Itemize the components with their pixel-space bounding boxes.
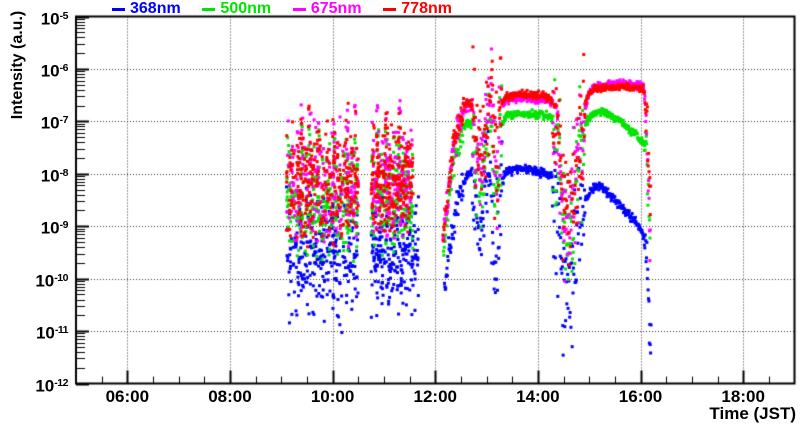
legend-marker-368nm <box>112 7 125 11</box>
x-tick-label-16:00: 16:00 <box>618 387 663 406</box>
x-tick-label-12:00: 12:00 <box>413 387 457 406</box>
legend-label-778nm: 778nm <box>401 0 452 17</box>
y-tick-label-1e-5: 10-5 <box>40 8 69 28</box>
y-tick-label-1e-7: 10-7 <box>40 113 69 133</box>
x-tick-label-14:00: 14:00 <box>516 387 560 406</box>
legend: 368nm 500nm 675nm 778nm <box>112 0 452 18</box>
legend-marker-500nm <box>202 7 216 11</box>
legend-item-675nm: 675nm <box>292 0 362 17</box>
y-tick-label-1e-8: 10-8 <box>40 166 69 186</box>
legend-label-368nm: 368nm <box>130 0 181 17</box>
legend-label-500nm: 500nm <box>220 0 272 17</box>
legend-marker-675nm <box>292 7 306 11</box>
x-axis-title: Time (JST) <box>709 404 796 423</box>
x-tick-label-10:00: 10:00 <box>310 387 355 406</box>
x-tick-label-06:00: 06:00 <box>105 387 150 406</box>
x-tick-label-08:00: 08:00 <box>208 387 252 406</box>
legend-item-500nm: 500nm <box>202 1 271 17</box>
y-tick-label-1e-12: 10-12 <box>35 375 68 395</box>
legend-item-368nm: 368nm <box>112 1 181 17</box>
x-tick-label-18:00: 18:00 <box>721 387 765 406</box>
y-tick-label-1e-6: 10-6 <box>40 61 69 81</box>
y-tick-label-1e-11: 10-11 <box>35 323 69 343</box>
legend-label-675nm: 675nm <box>310 0 362 17</box>
legend-item-778nm: 778nm <box>383 1 452 17</box>
y-tick-label-1e-10: 10-10 <box>35 270 68 290</box>
y-tick-label-1e-9: 10-9 <box>40 218 69 238</box>
legend-marker-778nm <box>383 7 397 11</box>
